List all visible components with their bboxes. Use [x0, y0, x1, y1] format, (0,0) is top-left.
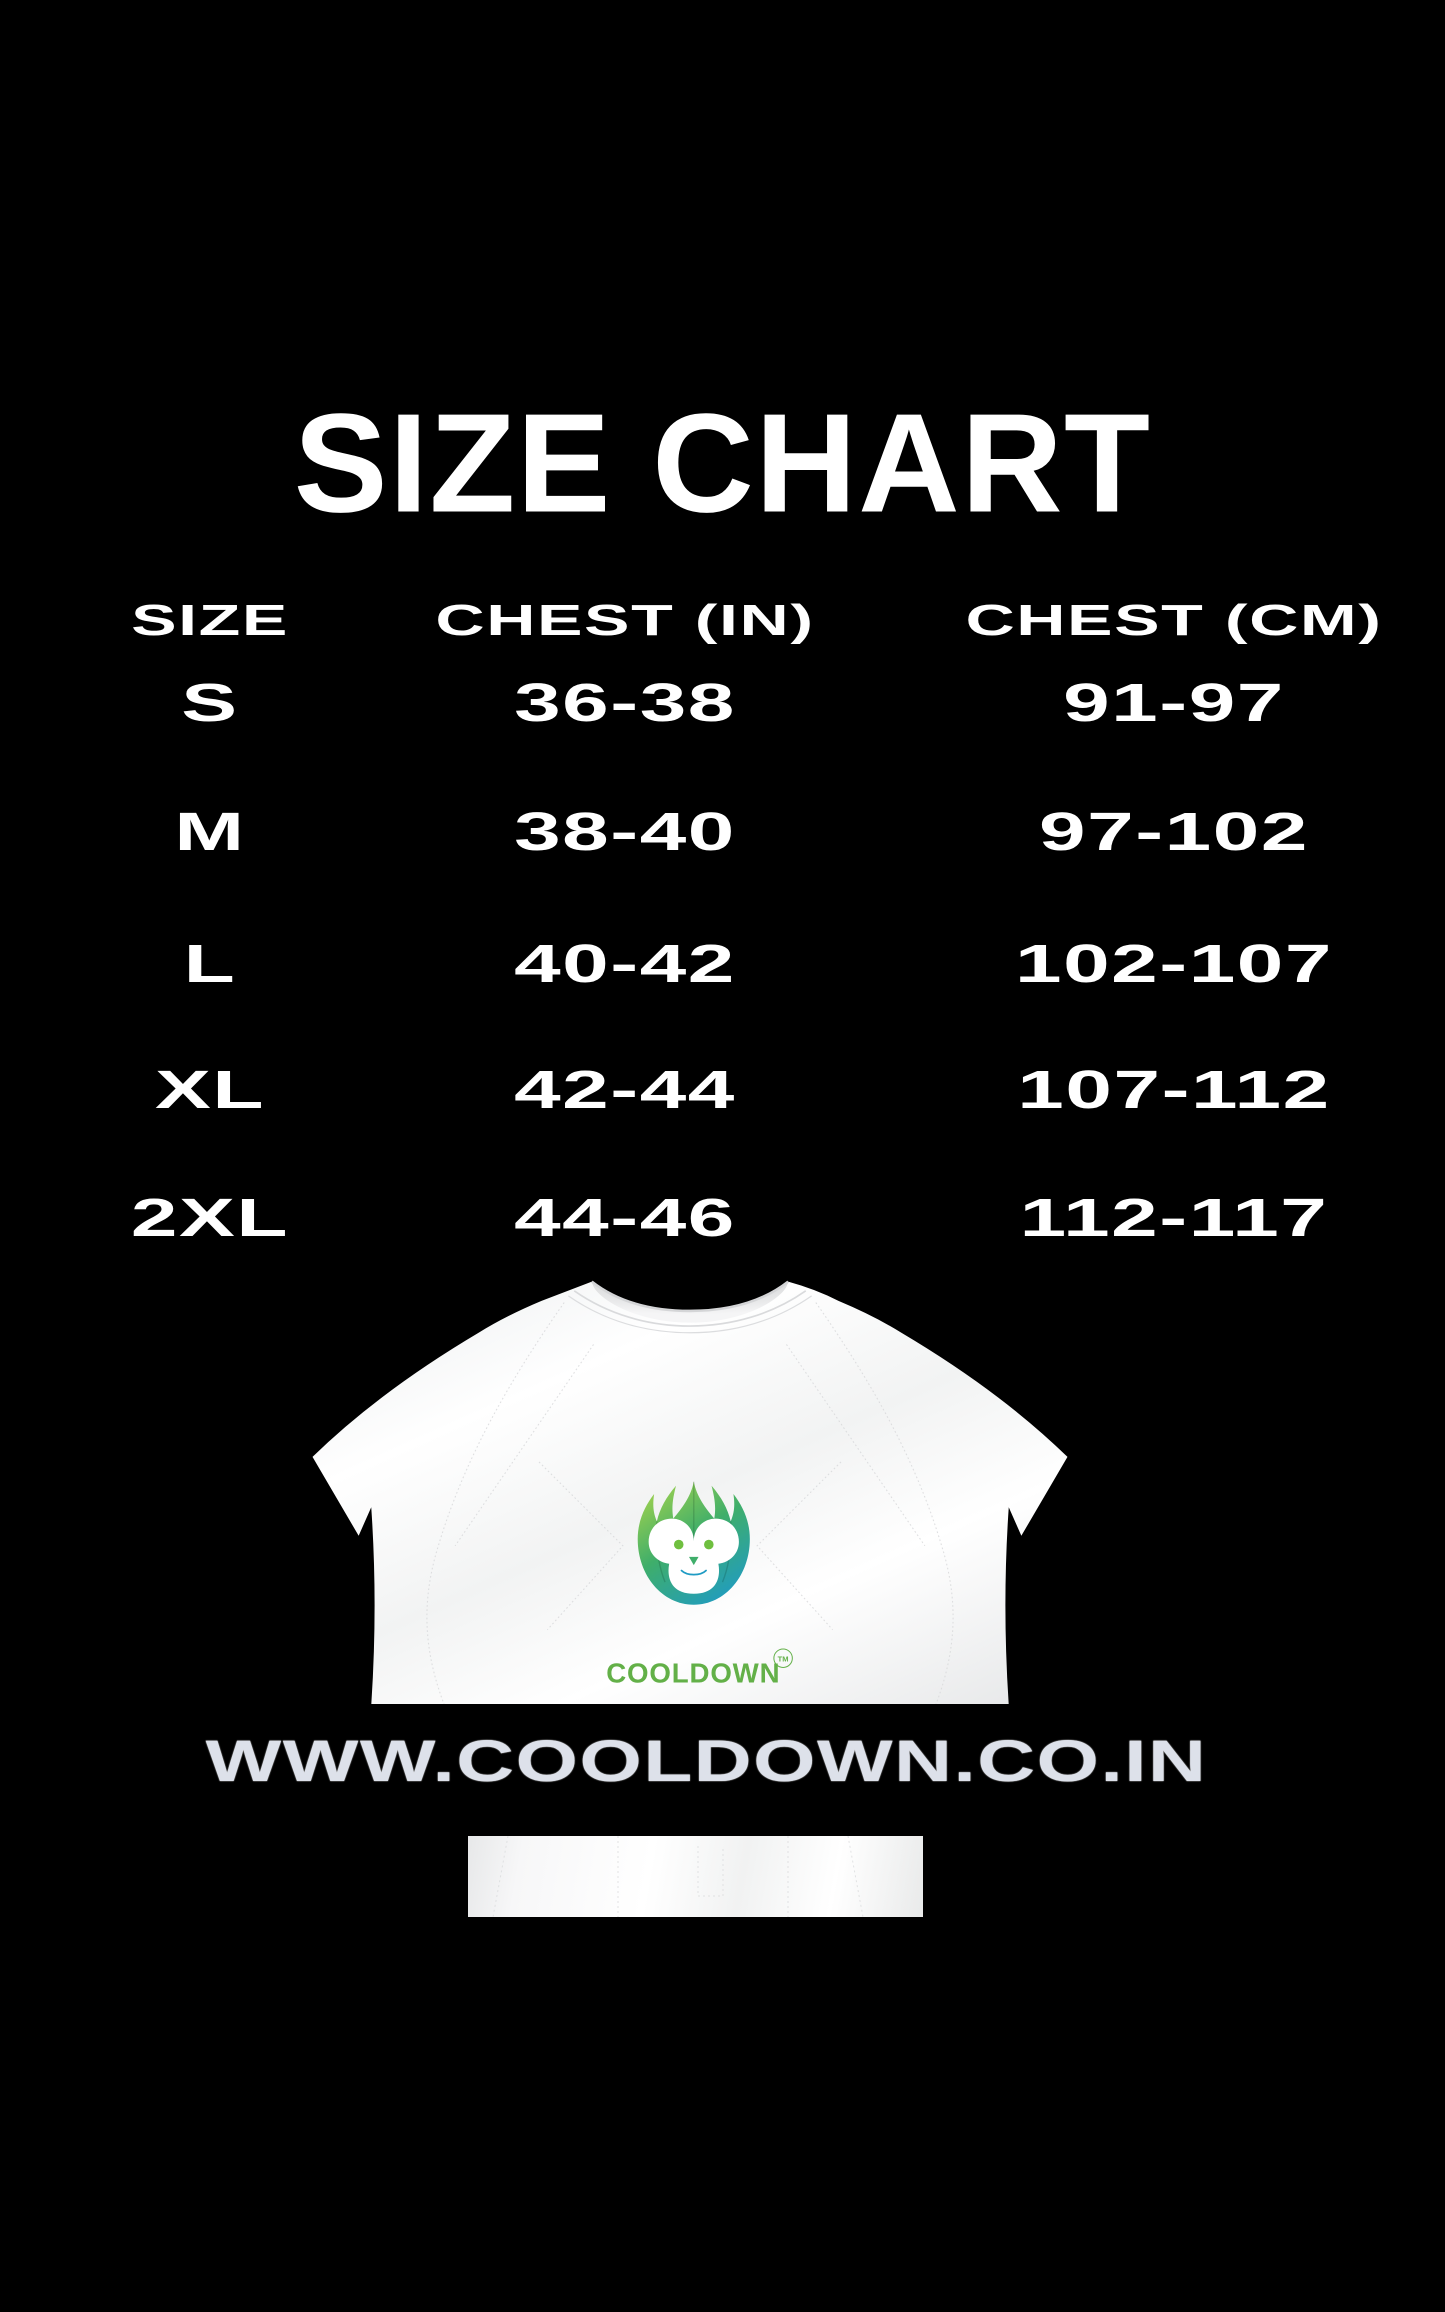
svg-text:TM: TM: [778, 1655, 789, 1664]
svg-text:COOLDOWN: COOLDOWN: [606, 1658, 780, 1689]
